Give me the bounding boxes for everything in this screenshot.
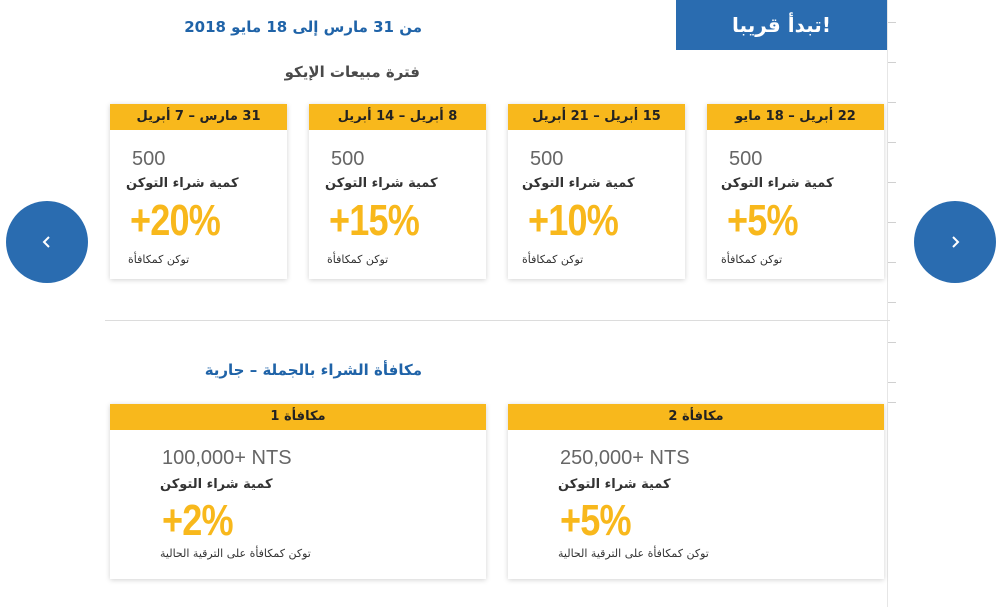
- ruler-tick: [888, 222, 896, 223]
- ruler-tick: [888, 182, 896, 183]
- chevron-left-icon: [42, 236, 50, 248]
- period-label: 8 أبريل – 14 أبريل: [309, 104, 486, 130]
- ruler-tick: [888, 22, 896, 23]
- quantity-label: كمية شراء التوكن: [126, 176, 239, 191]
- bonus-tier-label: مكافأة 1: [110, 404, 486, 430]
- bulk-bonus-card: مكافأة 2 250,000+ NTS كمية شراء التوكن +…: [508, 404, 884, 579]
- previous-button[interactable]: [6, 201, 88, 283]
- bulk-bonus-card: مكافأة 1 100,000+ NTS كمية شراء التوكن +…: [110, 404, 486, 579]
- bonus-percent: +20%: [130, 196, 221, 245]
- quantity-label: كمية شراء التوكن: [522, 176, 635, 191]
- ico-period-card: 15 أبريل – 21 أبريل 500 كمية شراء التوكن…: [508, 104, 685, 279]
- sale-date-range: من 31 مارس إلى 18 مايو 2018: [184, 18, 422, 36]
- ico-section-title: فترة مبيعات الإيكو: [284, 63, 420, 81]
- bonus-note: توكن كمكافأة على الترقية الحالية: [160, 547, 311, 560]
- period-label: 22 أبريل – 18 مايو: [707, 104, 884, 130]
- quantity-label: كمية شراء التوكن: [721, 176, 834, 191]
- quantity-label: كمية شراء التوكن: [160, 477, 273, 492]
- quantity-value: 100,000+ NTS: [162, 447, 292, 469]
- period-label: 31 مارس – 7 أبريل: [110, 104, 287, 130]
- period-label: 15 أبريل – 21 أبريل: [508, 104, 685, 130]
- bonus-note: توكن كمكافأة: [327, 253, 389, 266]
- ruler-tick: [888, 302, 896, 303]
- quantity-label: كمية شراء التوكن: [558, 477, 671, 492]
- ico-period-card: 22 أبريل – 18 مايو 500 كمية شراء التوكن …: [707, 104, 884, 279]
- ruler-tick: [888, 62, 896, 63]
- bulk-section-title: مكافأة الشراء بالجملة – جارية: [204, 361, 422, 379]
- ruler-tick: [888, 262, 896, 263]
- bonus-tier-label: مكافأة 2: [508, 404, 884, 430]
- section-divider: [105, 320, 890, 321]
- bonus-note: توكن كمكافأة على الترقية الحالية: [558, 547, 709, 560]
- quantity-value: 500: [729, 148, 763, 170]
- ruler-tick: [888, 402, 896, 403]
- quantity-value: 250,000+ NTS: [560, 447, 690, 469]
- ico-period-card: 31 مارس – 7 أبريل 500 كمية شراء التوكن +…: [110, 104, 287, 279]
- coming-soon-badge: تبدأ قريبا!: [676, 0, 887, 50]
- quantity-value: 500: [331, 148, 365, 170]
- bonus-percent: +5%: [727, 196, 799, 245]
- quantity-value: 500: [530, 148, 564, 170]
- ruler-tick: [888, 342, 896, 343]
- chevron-right-icon: [952, 236, 960, 248]
- bonus-note: توكن كمكافأة: [522, 253, 584, 266]
- bonus-percent: +2%: [162, 496, 234, 545]
- bonus-note: توكن كمكافأة: [128, 253, 190, 266]
- edge-ruler: [887, 0, 888, 607]
- coming-soon-text: تبدأ قريبا!: [732, 13, 831, 37]
- bonus-percent: +15%: [329, 196, 420, 245]
- next-button[interactable]: [914, 201, 996, 283]
- bonus-percent: +5%: [560, 496, 632, 545]
- bonus-note: توكن كمكافأة: [721, 253, 783, 266]
- quantity-label: كمية شراء التوكن: [325, 176, 438, 191]
- ruler-tick: [888, 382, 896, 383]
- ico-period-card: 8 أبريل – 14 أبريل 500 كمية شراء التوكن …: [309, 104, 486, 279]
- quantity-value: 500: [132, 148, 166, 170]
- bonus-percent: +10%: [528, 196, 619, 245]
- ruler-tick: [888, 102, 896, 103]
- ruler-tick: [888, 142, 896, 143]
